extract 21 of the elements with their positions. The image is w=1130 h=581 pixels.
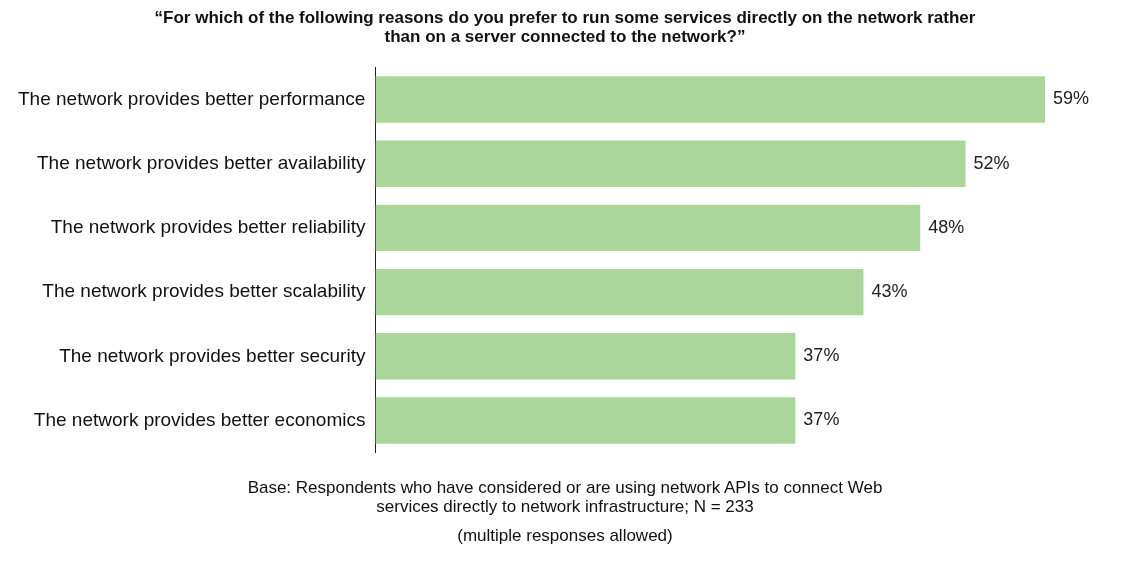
y-tick-label: The network provides better economics [33, 408, 366, 430]
y-tick-label: The network provides better security [59, 344, 366, 366]
data-label: 52% [973, 152, 1010, 173]
data-label: 59% [1053, 88, 1090, 109]
y-tick-label: The network provides better reliability [50, 216, 366, 238]
chart-title: “For which of the following reasons do you prefer to run some services directly on the network rather than on a server connected to the network?” [153, 8, 977, 46]
bar [375, 140, 966, 187]
text: (multiple responses allowed) [456, 526, 674, 545]
bar [375, 268, 864, 316]
bar [375, 76, 1046, 123]
y-tick-label: The network provides better availability [37, 151, 366, 173]
bar [375, 397, 796, 444]
data-label: 37% [803, 345, 840, 366]
data-label: 37% [803, 409, 840, 430]
bar [375, 204, 921, 252]
y-tick-label: The network provides better scalability [42, 280, 366, 302]
data-label: 48% [928, 216, 965, 237]
text: Base: Respondents who have considered or are using network APIs to connect Web services directly to network infrastructure; N = 233 [246, 478, 884, 516]
y-tick-label: The network provides better performance [17, 87, 366, 109]
data-label: 43% [871, 281, 908, 302]
bar [375, 333, 796, 380]
